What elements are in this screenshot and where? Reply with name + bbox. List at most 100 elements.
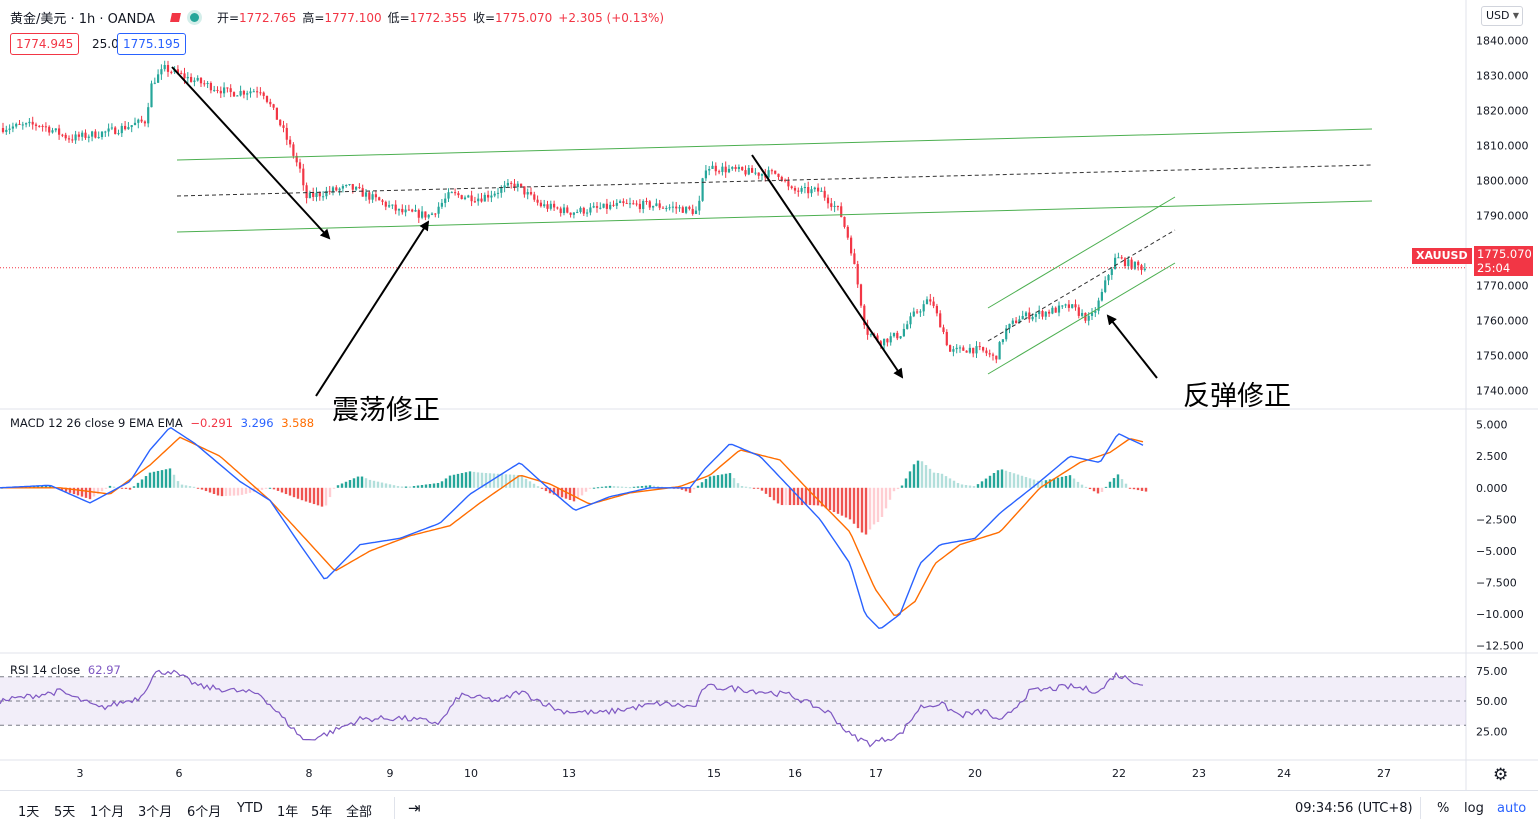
candle-body [569,212,572,215]
candle-body [945,331,948,346]
candle-body [619,201,622,203]
macd-histogram-bar [1064,476,1068,488]
timeframe-1d[interactable]: 1天 [18,805,40,820]
macd-histogram-bar [896,487,900,490]
candle-body [889,336,892,343]
auto-scale-button[interactable]: auto [1497,801,1527,816]
symbol-title[interactable]: 黄金/美元 · 1h · OANDA [10,11,155,27]
macd-tick-label: 0.000 [1476,482,1508,495]
candle-body [318,192,321,197]
macd-histogram-bar [1088,487,1092,490]
macd-histogram-bar [1136,487,1140,491]
macd-histogram-bar [820,487,824,507]
macd-histogram-bar [552,487,556,495]
timeframe-5d[interactable]: 5天 [54,805,76,820]
macd-histogram-bar [1084,486,1088,488]
macd-histogram-bar [548,487,552,494]
candle-body [526,192,529,195]
candle-body [665,207,668,209]
macd-pane [0,426,1148,630]
candle-body [1051,307,1054,314]
macd-histogram-bar [616,486,620,488]
clock[interactable]: 09:34:56 (UTC+8) [1295,801,1413,816]
candle-body [477,198,480,202]
macd-histogram-bar [576,487,580,499]
candle-body [190,76,193,82]
currency-select[interactable]: USD ▼ [1481,6,1523,26]
macd-histogram-bar [380,482,384,488]
log-scale-button[interactable]: log [1464,801,1484,816]
macd-histogram-bar [372,480,376,488]
candle-body [724,166,727,173]
macd-histogram-bar [648,485,652,488]
macd-histogram-bar [212,487,216,494]
macd-histogram-bar [412,486,416,488]
candle-body [655,203,658,206]
candle-body [681,207,684,213]
candle-body [582,207,585,214]
bottom-toolbar: 1天 5天 1个月 3个月 6个月 YTD 1年 5年 全部 ⇥ 09:34:5… [0,790,1538,832]
macd-histogram-bar [1028,478,1032,488]
candle-body [87,136,90,138]
timeframe-ytd[interactable]: YTD [237,801,263,816]
macd-histogram-bar [888,487,892,500]
candle-body [275,107,278,120]
candle-body [265,95,269,102]
flag-icon[interactable] [170,12,181,22]
macd-histogram-bar [472,471,476,488]
timeframe-1m[interactable]: 1个月 [90,805,125,820]
macd-histogram-bar [320,487,324,507]
ohlc-key: 收= [472,10,496,25]
trend-arrow [1106,314,1158,379]
macd-histogram-bar [932,472,936,488]
macd-histogram-bar [160,470,164,488]
ask-price[interactable]: 1775.195 [117,33,187,55]
candle-body [490,195,493,198]
candle-body [430,213,434,215]
candle-body [1087,315,1090,321]
gear-icon[interactable]: ⚙ [1493,765,1509,785]
candle-body [1001,339,1004,343]
macd-histogram-bar [892,487,896,492]
timeframe-5y[interactable]: 5年 [311,805,333,820]
macd-histogram-bar [1012,473,1016,488]
time-tick-label: 6 [176,767,183,780]
rsi-legend[interactable]: RSI 14 close 62.97 [10,663,121,677]
goto-date-icon[interactable]: ⇥ [408,799,421,817]
macd-histogram-bar [352,478,356,488]
candle-body [595,206,599,208]
macd-histogram-bar [860,487,864,533]
candle-body [850,237,853,254]
macd-legend[interactable]: MACD 12 26 close 9 EMA EMA −0.291 3.296 … [10,416,314,430]
candle-body [562,207,566,214]
timeframe-6m[interactable]: 6个月 [187,805,222,820]
candle-body [810,189,813,194]
candle-body [589,207,592,213]
macd-histogram-bar [972,486,976,488]
candle-body [883,338,886,346]
macd-histogram-bar [992,473,996,488]
candle-body [421,211,424,218]
chart-svg[interactable]: 1840.000 1830.000 1820.000 1810.000 1800.000… [0,0,1538,790]
timeframe-all[interactable]: 全部 [346,805,373,820]
macd-histogram-bar [112,486,116,488]
timeframe-3m[interactable]: 3个月 [138,805,173,820]
candle-body [252,91,255,93]
candle-body [444,198,447,203]
timeframe-1y[interactable]: 1年 [277,805,299,820]
candle-body [925,299,929,305]
candle-body [348,184,351,186]
bid-price[interactable]: 1774.945 [10,33,80,55]
macd-histogram-bar [772,487,776,501]
candle-body [246,93,249,95]
candle-body [553,203,556,208]
candle-body [44,126,47,128]
candle-body [216,89,219,91]
macd-histogram-bar [732,478,736,488]
candle-body [780,176,783,180]
percent-scale-button[interactable]: % [1437,801,1450,816]
candle-body [863,305,866,326]
candle-body [180,72,183,74]
price-tick-label: 1750.000 [1476,350,1529,363]
macd-histogram-bar [1048,479,1052,488]
